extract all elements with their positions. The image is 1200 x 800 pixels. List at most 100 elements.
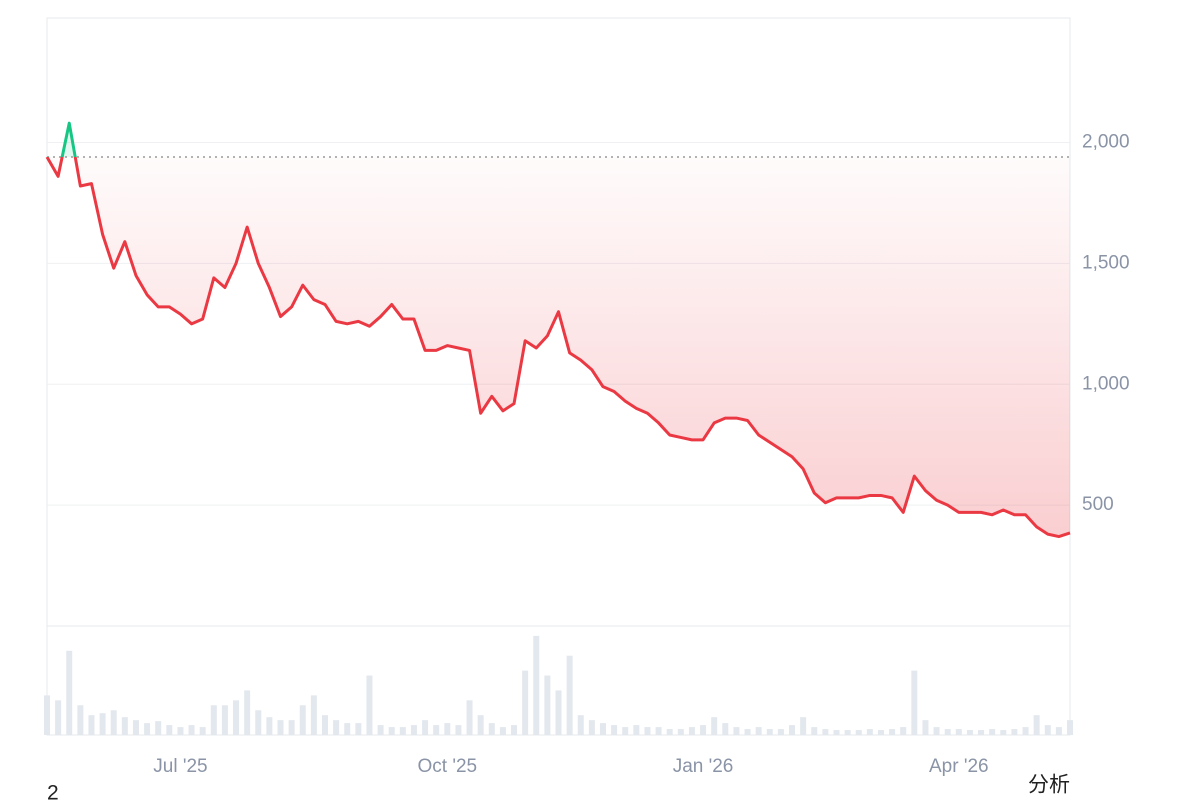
y-tick-label: 2,000 — [1082, 132, 1130, 153]
volume-bar — [466, 700, 473, 735]
volume-bar — [599, 723, 606, 735]
volume-bar — [566, 655, 573, 735]
volume-bar — [155, 721, 162, 735]
volume-bar — [1055, 727, 1062, 735]
volume-bar — [911, 670, 918, 735]
volume-bar — [577, 715, 584, 735]
volume-bar — [588, 720, 595, 735]
volume-bar — [544, 675, 551, 735]
volume-bar — [233, 700, 240, 735]
volume-bar — [310, 695, 317, 735]
volume-bar — [121, 717, 128, 735]
volume-bar — [488, 723, 495, 735]
volume-bar — [210, 705, 217, 735]
x-tick-label: Oct '25 — [417, 756, 477, 777]
volume-bar — [433, 725, 440, 735]
volume-bar — [132, 720, 139, 735]
volume-bar — [877, 730, 884, 735]
volume-bar — [88, 715, 95, 735]
corner-text: 2 — [47, 782, 59, 800]
volume-bar — [277, 720, 284, 735]
volume-bar — [110, 710, 117, 735]
volume-bar — [711, 717, 718, 735]
volume-bar — [966, 730, 973, 735]
volume-bar — [644, 727, 651, 735]
x-tick-label: Jul '25 — [153, 756, 207, 777]
volume-bar — [44, 695, 50, 735]
volume-bar — [410, 725, 417, 735]
volume-bar — [833, 730, 840, 735]
volume-bar — [933, 727, 940, 735]
volume-bar — [422, 720, 429, 735]
corner-text: 分析 — [1028, 774, 1070, 797]
volume-bar — [789, 725, 796, 735]
volume-bar — [622, 727, 629, 735]
volume-bar — [1067, 720, 1073, 735]
x-tick-label: Apr '26 — [929, 756, 989, 777]
volume-bar — [822, 729, 829, 735]
volume-bar — [700, 725, 707, 735]
y-tick-label: 500 — [1082, 494, 1114, 515]
volume-bar — [777, 729, 784, 735]
volume-bar — [1011, 729, 1018, 735]
volume-bar — [188, 725, 195, 735]
volume-bar — [221, 705, 228, 735]
volume-bar — [677, 729, 684, 735]
volume-bar — [511, 725, 518, 735]
volume-bar — [355, 723, 362, 735]
volume-bar — [66, 650, 73, 735]
volume-bar — [533, 635, 540, 735]
volume-bar — [333, 720, 340, 735]
volume-bar — [299, 705, 306, 735]
volume-bar — [722, 723, 729, 735]
volume-bar — [922, 720, 929, 735]
volume-bar — [1000, 730, 1007, 735]
price-line — [45, 121, 1071, 539]
volume-bar — [199, 727, 206, 735]
volume-bar — [800, 717, 807, 735]
x-tick-label: Jan '26 — [673, 756, 734, 777]
volume-bar — [166, 725, 173, 735]
volume-bar — [978, 730, 985, 735]
volume-bar — [655, 727, 662, 735]
volume-bar — [1033, 715, 1040, 735]
volume-bar — [555, 690, 562, 735]
y-tick-label: 1,000 — [1082, 373, 1130, 394]
volume-bar — [633, 725, 640, 735]
volume-bar — [766, 729, 773, 735]
volume-bar — [399, 727, 406, 735]
volume-bar — [944, 729, 951, 735]
volume-bar — [688, 727, 695, 735]
volume-bar — [499, 727, 506, 735]
volume-bar — [255, 710, 262, 735]
volume-bar — [1044, 725, 1051, 735]
volume-bar — [377, 725, 384, 735]
volume-bar — [288, 720, 295, 735]
volume-bar — [755, 727, 762, 735]
volume-bar — [477, 715, 484, 735]
volume-bar — [989, 729, 996, 735]
area-below — [47, 157, 1070, 537]
volume-bar — [955, 729, 962, 735]
volume-bar — [55, 700, 62, 735]
volume-bar — [344, 723, 351, 735]
volume-bar — [666, 729, 673, 735]
volume-bar — [611, 725, 618, 735]
volume-bar — [1022, 727, 1029, 735]
volume-bar — [177, 727, 184, 735]
volume-bar — [99, 713, 106, 735]
volume-bar — [811, 727, 818, 735]
y-tick-label: 1,500 — [1082, 252, 1130, 273]
volume-bar — [366, 675, 373, 735]
volume-bar — [321, 715, 328, 735]
volume-bar — [522, 670, 529, 735]
volume-bar — [855, 730, 862, 735]
volume-bar — [77, 705, 84, 735]
volume-bar — [444, 723, 451, 735]
volume-bar — [744, 729, 751, 735]
volume-bar — [733, 727, 740, 735]
volume-bar — [244, 690, 251, 735]
volume-bar — [844, 730, 851, 735]
volume-bar — [866, 729, 873, 735]
